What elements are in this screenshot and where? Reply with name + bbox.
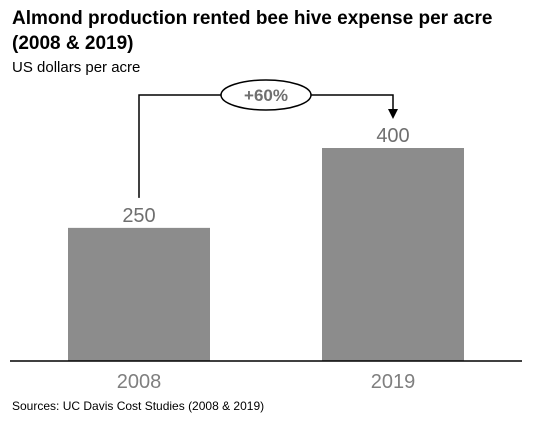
x-tick-2008: 2008 [117, 371, 162, 393]
bar-2019 [322, 148, 464, 361]
arrowhead [388, 109, 398, 119]
source-note: Sources: UC Davis Cost Studies (2008 & 2… [12, 399, 265, 413]
bars-group [68, 148, 464, 361]
annotation-ellipse [220, 79, 312, 111]
labels-group: 250 2008 400 2019 [117, 125, 416, 393]
growth-connector: +60% [138, 79, 398, 198]
bar-2008 [68, 227, 210, 361]
data-label-2008: 250 [122, 205, 155, 227]
annotation-label: +60% [244, 86, 288, 105]
chart-title: Almond production rented bee hive expens… [12, 8, 493, 54]
x-tick-2019: 2019 [371, 371, 416, 393]
chart-subtitle: US dollars per acre [12, 59, 141, 76]
data-label-2019: 400 [376, 125, 409, 147]
